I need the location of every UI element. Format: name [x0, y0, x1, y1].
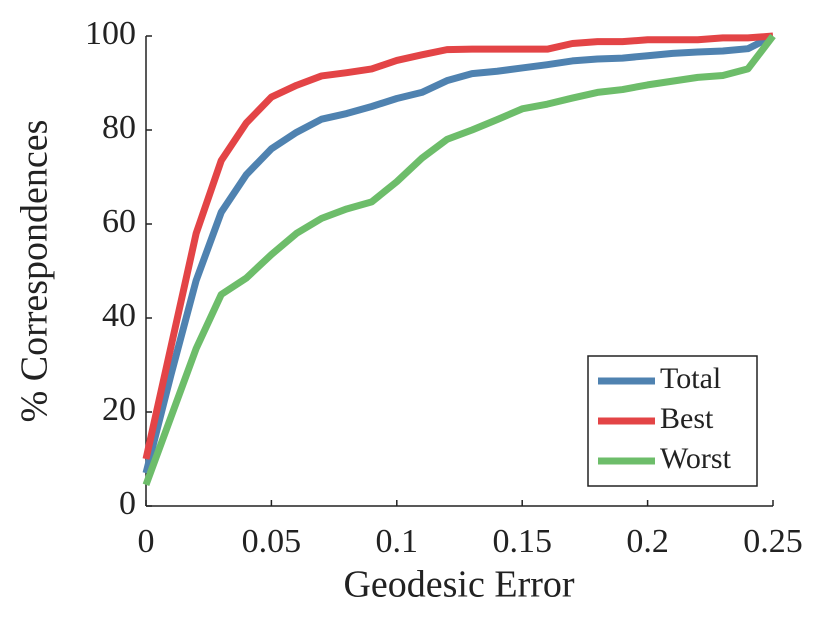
x-tick-label: 0.25 [743, 523, 803, 560]
legend-label: Total [660, 362, 721, 395]
series-line [142, 33, 776, 487]
y-tick-label: 20 [102, 391, 136, 428]
series-line [142, 32, 775, 474]
legend-label: Worst [660, 442, 732, 475]
y-tick-label: 60 [102, 203, 136, 240]
x-axis-label: Geodesic Error [343, 564, 574, 606]
series-line [142, 32, 774, 460]
y-tick-label: 100 [85, 15, 136, 52]
y-axis-label: % Correspondences [14, 120, 56, 423]
x-tick-label: 0.1 [376, 523, 419, 560]
x-tick-label: 0.05 [242, 523, 302, 560]
x-tick-label: 0.2 [626, 523, 669, 560]
legend-label: Best [660, 402, 714, 435]
x-tick-label: 0 [138, 523, 155, 560]
y-tick-label: 80 [102, 109, 136, 146]
x-tick-label: 0.15 [492, 523, 552, 560]
y-tick-label: 40 [102, 297, 136, 334]
y-tick-label: 0 [119, 485, 136, 522]
